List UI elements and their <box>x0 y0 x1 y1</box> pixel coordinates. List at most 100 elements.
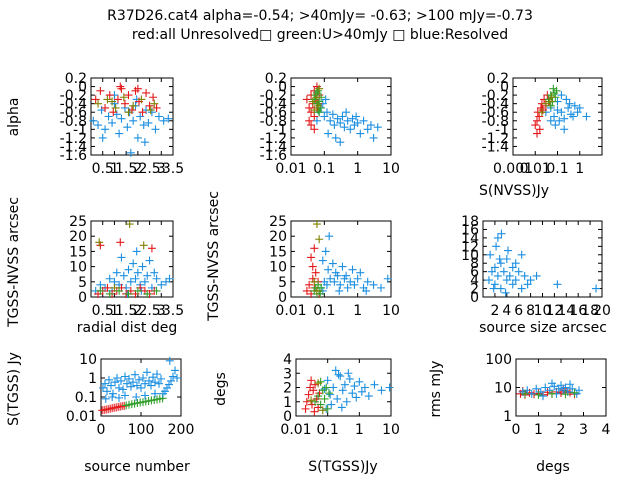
data-point <box>141 391 149 400</box>
series-blue <box>518 379 583 401</box>
x-tick-label: 10 <box>534 303 552 319</box>
data-point <box>317 283 326 292</box>
data-point <box>493 271 502 280</box>
data-point <box>101 379 109 388</box>
data-point <box>532 271 541 280</box>
data-point <box>321 95 330 104</box>
data-point <box>310 277 319 286</box>
panel-p1: 0.511.522.533.50.20-0.2-0.4-0.6-0.8-1-1.… <box>6 71 184 177</box>
data-point <box>338 262 347 271</box>
y-tick-label: 10 <box>69 260 87 276</box>
data-point <box>309 386 318 395</box>
data-point <box>111 103 120 112</box>
y-tick-label: 5 <box>78 275 87 291</box>
x-tick-label: 1.5 <box>115 161 137 177</box>
x-tick-label: 2.5 <box>138 161 160 177</box>
data-point <box>533 116 542 125</box>
data-point <box>484 276 493 285</box>
x-tick-label: 10 <box>382 422 400 438</box>
series-olive <box>95 220 148 292</box>
data-point <box>336 280 345 289</box>
data-point <box>343 116 352 125</box>
data-point <box>359 116 368 125</box>
data-point <box>320 384 329 393</box>
data-point <box>129 116 138 125</box>
x-tick-label: 0.01 <box>275 161 306 177</box>
data-point <box>324 129 333 138</box>
x-tick-label: 2 <box>490 303 499 319</box>
data-point <box>105 91 114 100</box>
data-point <box>340 123 349 132</box>
data-point <box>103 283 112 292</box>
y-tick-label: 14 <box>461 231 479 247</box>
data-point <box>373 123 382 132</box>
x-tick-label: 3.5 <box>162 161 184 177</box>
data-point <box>568 384 577 393</box>
x-tick-label: 0 <box>512 422 521 438</box>
data-point <box>98 133 107 142</box>
data-point <box>155 379 163 388</box>
data-point <box>546 116 555 125</box>
data-point <box>152 286 161 295</box>
data-point <box>322 108 331 117</box>
data-point <box>137 383 145 392</box>
x-tick-label: 1.5 <box>115 303 137 319</box>
data-point <box>560 125 569 134</box>
series-olive <box>307 379 327 415</box>
data-point <box>139 241 148 250</box>
data-point <box>124 289 133 298</box>
data-point <box>352 112 361 121</box>
y-tick-label: 0 <box>500 80 509 96</box>
data-point <box>302 286 311 295</box>
data-point <box>147 244 156 253</box>
data-point <box>487 267 496 276</box>
data-point <box>350 280 359 289</box>
y-axis-label: degs <box>213 372 229 406</box>
series-blue <box>484 229 601 297</box>
data-point <box>342 271 351 280</box>
x-tick-label: 10 <box>382 161 400 177</box>
data-point <box>355 377 364 386</box>
data-point <box>335 286 344 295</box>
y-tick-label: 25 <box>69 214 87 230</box>
y-tick-label: 10 <box>79 352 97 368</box>
series-blue <box>312 95 382 147</box>
data-point <box>553 280 562 289</box>
data-point <box>318 256 327 265</box>
y-tick-label: 12 <box>461 239 479 255</box>
data-point <box>117 253 126 262</box>
data-point <box>565 99 574 108</box>
y-tick-label: 5 <box>278 275 287 291</box>
data-point <box>310 106 319 115</box>
data-point <box>101 103 110 112</box>
data-point <box>315 84 324 93</box>
data-point <box>302 397 311 406</box>
x-tick-label: 1 <box>353 161 362 177</box>
data-point <box>551 121 560 130</box>
data-point <box>307 376 316 385</box>
data-point <box>493 233 502 242</box>
x-tick-label: 3.5 <box>162 303 184 319</box>
data-point <box>570 101 579 110</box>
y-tick-label: 25 <box>269 214 287 230</box>
data-point <box>151 378 159 387</box>
data-point <box>369 133 378 142</box>
data-point <box>357 387 366 396</box>
data-point <box>385 383 394 392</box>
y-axis-label: TGSS-NVSS arcsec <box>206 191 222 322</box>
data-point <box>541 383 550 392</box>
data-point <box>111 378 119 387</box>
data-point <box>553 106 562 115</box>
data-point <box>129 101 138 110</box>
data-point <box>508 280 517 289</box>
x-tick-label: 1 <box>534 422 543 438</box>
data-point <box>323 404 332 413</box>
data-point <box>342 108 351 117</box>
figure-title-line2: red:all Unresolved□ green:U>40mJy □ blue… <box>131 27 509 43</box>
data-point <box>320 112 329 121</box>
data-point <box>145 376 153 385</box>
data-point <box>363 277 372 286</box>
